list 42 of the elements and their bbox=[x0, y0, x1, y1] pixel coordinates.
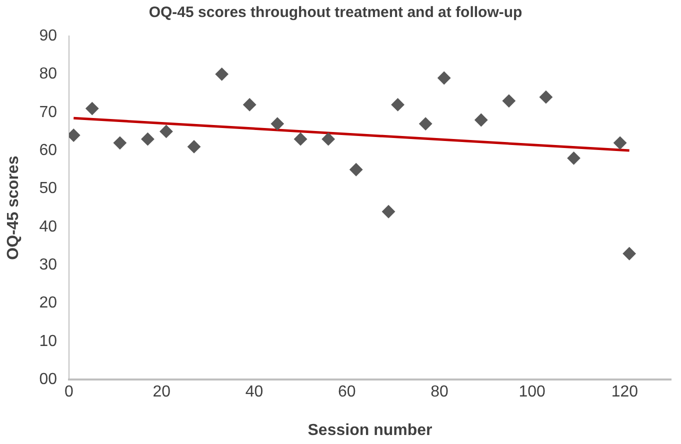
x-tick-label: 60 bbox=[338, 384, 356, 401]
point bbox=[243, 98, 256, 112]
point bbox=[419, 117, 432, 130]
y-axis-title: OQ-45 scores bbox=[5, 156, 22, 260]
x-tick-label: 20 bbox=[152, 384, 171, 401]
point bbox=[614, 136, 627, 150]
point bbox=[188, 140, 201, 154]
x-axis-title: Session number bbox=[308, 422, 432, 439]
point bbox=[215, 68, 228, 81]
point bbox=[539, 90, 552, 104]
point bbox=[438, 71, 451, 84]
y-tick-label: 80 bbox=[39, 66, 58, 83]
point bbox=[160, 124, 173, 138]
point bbox=[502, 94, 516, 108]
y-tick-label: 10 bbox=[39, 332, 58, 350]
y-tick-label: 00 bbox=[39, 371, 58, 388]
y-tick-label: 90 bbox=[39, 27, 58, 44]
point bbox=[294, 132, 308, 146]
x-tick-label: 0 bbox=[64, 384, 74, 401]
x-tick-label: 120 bbox=[611, 384, 638, 401]
point bbox=[141, 132, 154, 146]
point bbox=[391, 98, 404, 112]
y-tick-label: 50 bbox=[39, 180, 58, 198]
point bbox=[86, 102, 99, 116]
x-tick-label: 100 bbox=[518, 384, 546, 401]
point bbox=[350, 163, 363, 176]
y-tick-label: 20 bbox=[39, 294, 58, 312]
chart-title: OQ-45 scores throughout treatment and at follow-up bbox=[148, 4, 522, 22]
point bbox=[322, 132, 335, 146]
x-tick-label: 40 bbox=[245, 384, 264, 401]
point bbox=[567, 152, 580, 165]
point bbox=[113, 136, 126, 150]
x-tick-label: 80 bbox=[430, 384, 448, 401]
point bbox=[382, 205, 396, 218]
y-tick-label: 70 bbox=[39, 104, 58, 121]
point bbox=[68, 128, 80, 142]
point bbox=[270, 117, 284, 130]
point bbox=[474, 113, 488, 126]
y-tick-label: 60 bbox=[39, 142, 58, 159]
y-tick-label: 30 bbox=[39, 256, 58, 274]
point bbox=[622, 247, 636, 260]
y-tick-label: 40 bbox=[39, 218, 58, 236]
